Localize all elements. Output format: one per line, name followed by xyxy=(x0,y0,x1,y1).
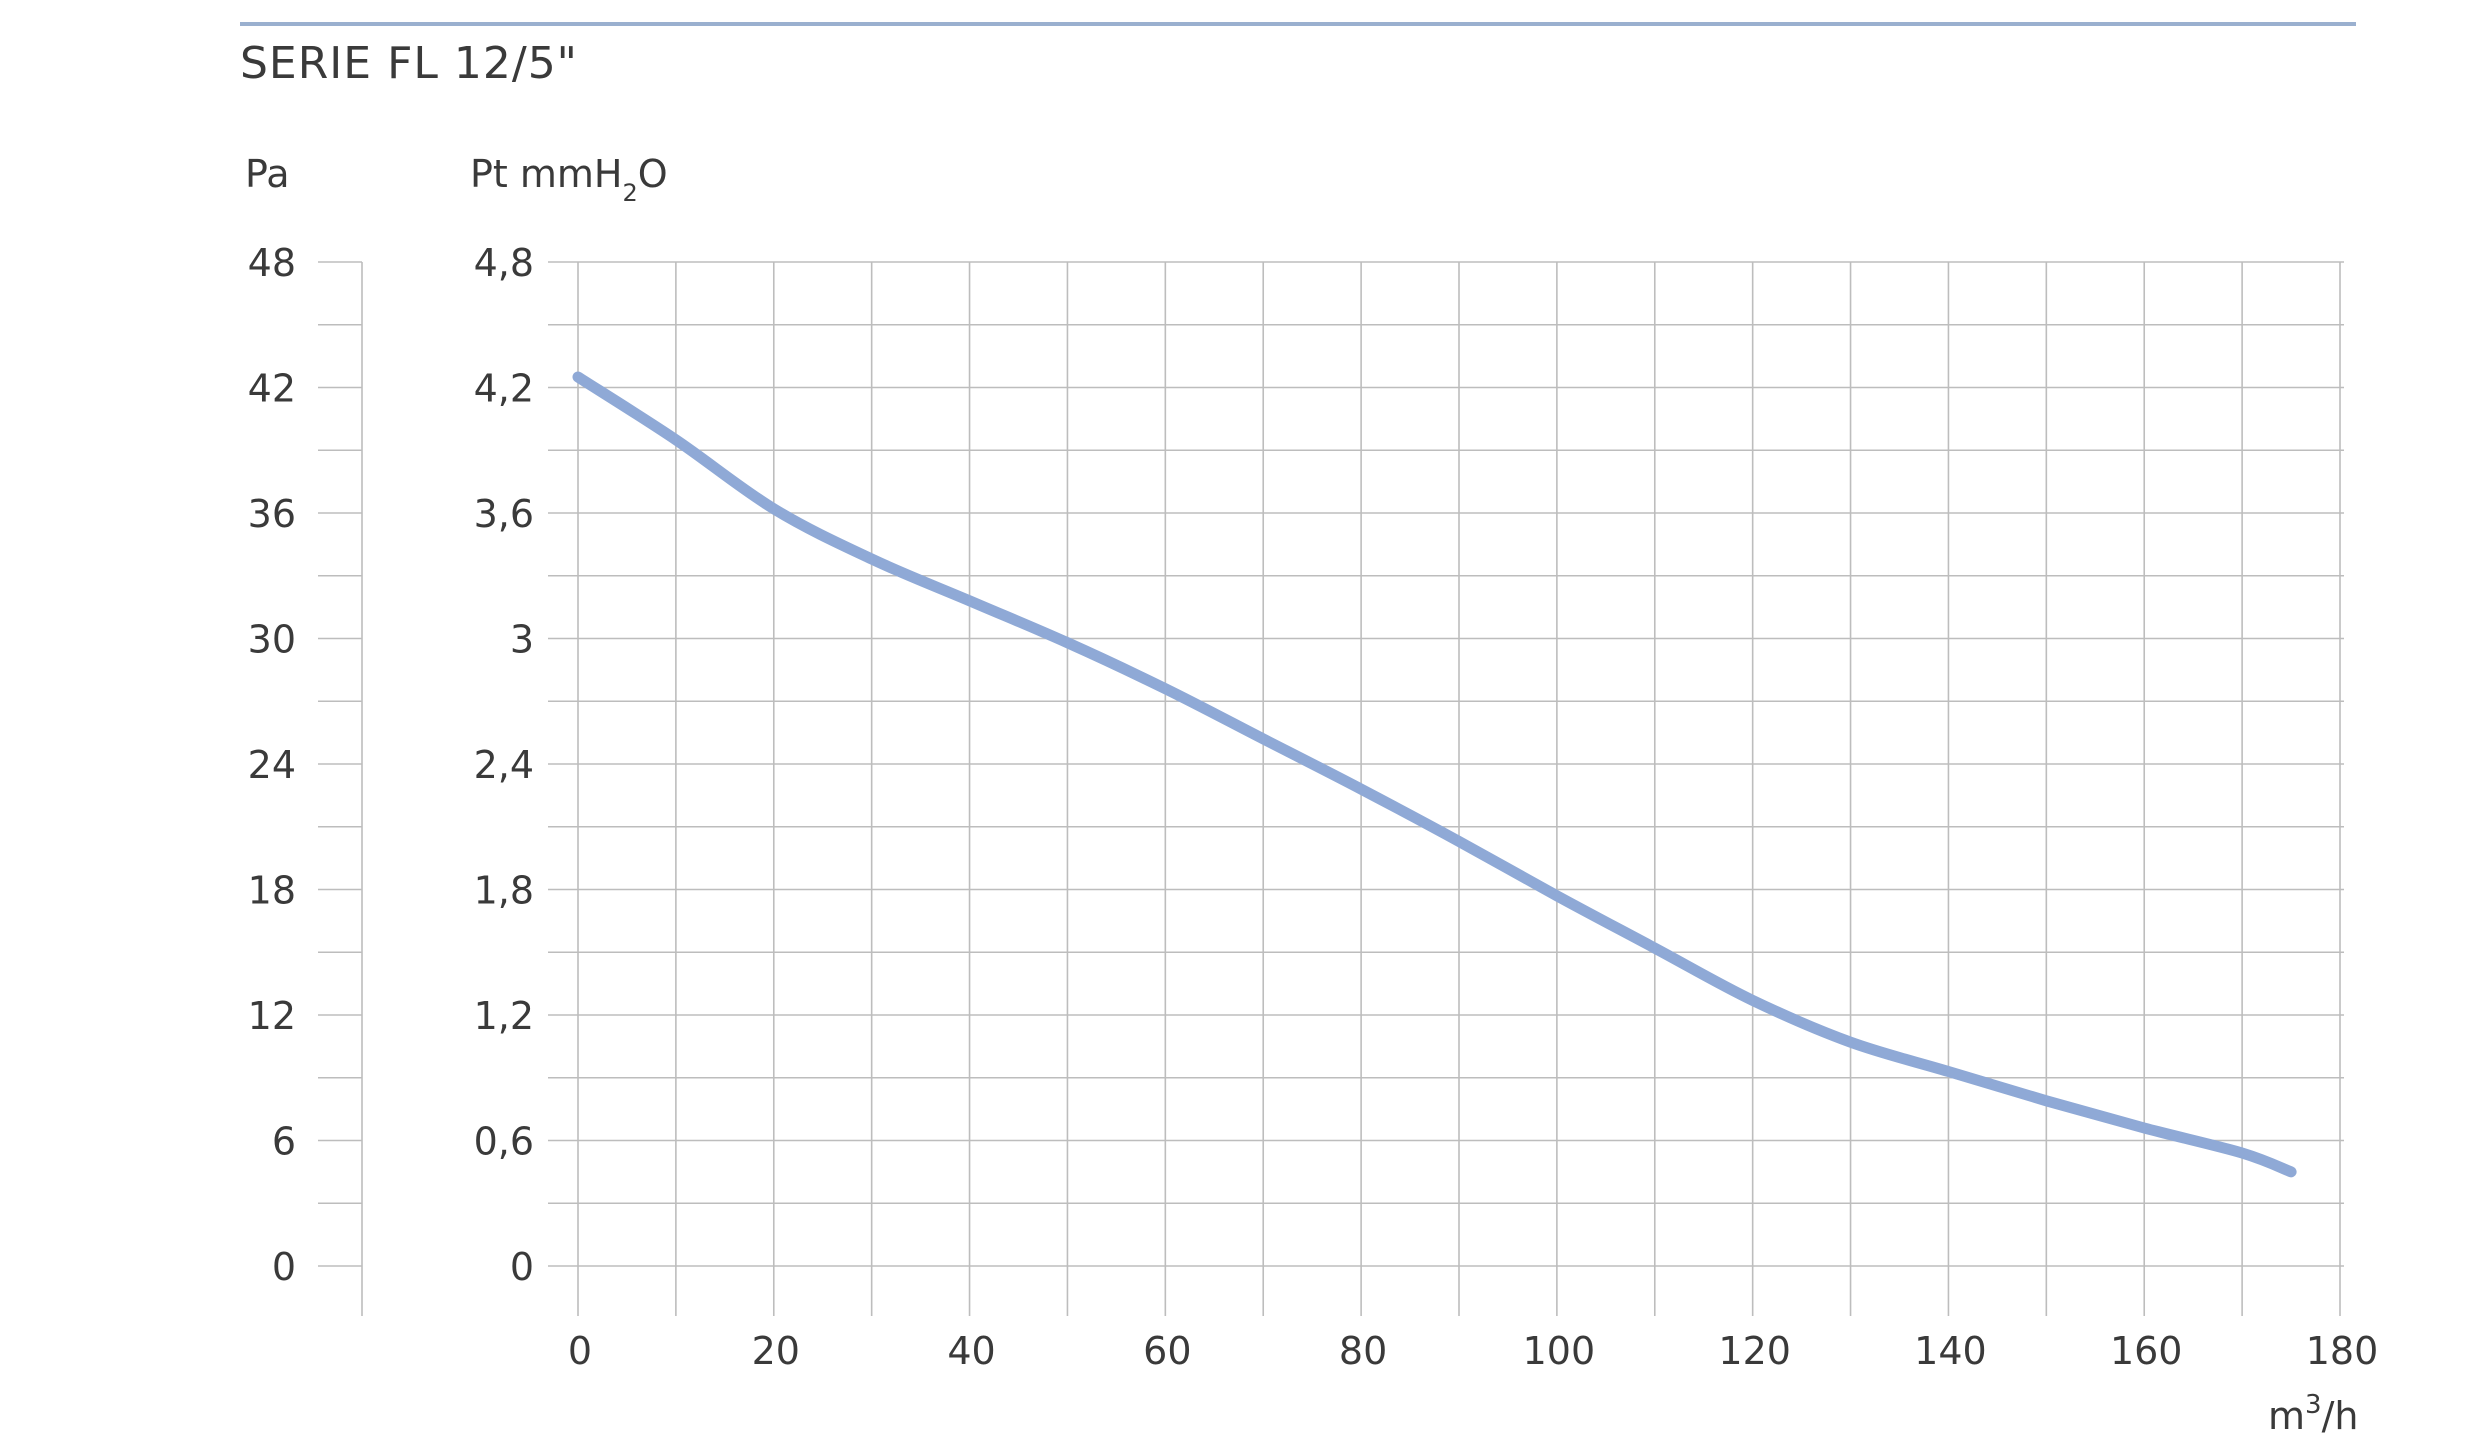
y-tick-label: 4,8 xyxy=(474,241,534,285)
y-tick-label: 3 xyxy=(510,618,534,662)
y2-tick-label: 12 xyxy=(248,994,296,1038)
y-tick-label: 1,2 xyxy=(474,994,534,1038)
pa-axis-unit: Pa xyxy=(245,152,290,196)
y2-tick-label: 6 xyxy=(272,1120,296,1164)
x-tick-label: 160 xyxy=(2110,1329,2183,1373)
y-tick-label: 1,8 xyxy=(474,869,534,913)
y2-tick-label: 18 xyxy=(248,869,296,913)
y-tick-label: 4,2 xyxy=(474,367,534,411)
grid-layer xyxy=(318,261,2344,1316)
y-tick-label: 0,6 xyxy=(474,1120,534,1164)
y2-tick-label: 0 xyxy=(272,1245,296,1289)
y2-tick-label: 42 xyxy=(248,367,296,411)
curve-layer xyxy=(572,371,2297,1178)
axis-layer: 0 0,6 1,2 1,8 2,4 3 3,6 4,2 4,8 0 6 12 18 24 30 36 42 48 0… xyxy=(248,241,2379,1373)
performance-curve xyxy=(572,371,2297,1178)
x-tick-label: 80 xyxy=(1339,1329,1387,1373)
y2-tick-label: 30 xyxy=(248,618,296,662)
pt-axis-unit: Pt mmH2O xyxy=(470,152,668,207)
x-tick-label: 40 xyxy=(947,1329,995,1373)
chart-title: SERIE FL 12/5" xyxy=(240,38,578,89)
y2-tick-label: 48 xyxy=(248,241,296,285)
x-tick-label: 120 xyxy=(1718,1329,1791,1373)
y-tick-label: 3,6 xyxy=(474,492,534,536)
pt-unit-suffix: O xyxy=(637,152,668,196)
pt-unit-prefix: Pt mmH xyxy=(470,152,623,196)
pt-unit-subscript: 2 xyxy=(622,179,638,207)
x-tick-label: 20 xyxy=(752,1329,800,1373)
top-rule xyxy=(240,22,2356,26)
y-tick-label: 0 xyxy=(510,1245,534,1289)
flow-unit-superscript: 3 xyxy=(2305,1390,2322,1420)
y2-tick-label: 24 xyxy=(248,743,296,787)
x-tick-label: 0 xyxy=(568,1329,592,1373)
y2-tick-label: 36 xyxy=(248,492,296,536)
x-tick-label: 180 xyxy=(2306,1329,2379,1373)
x-tick-label: 60 xyxy=(1143,1329,1191,1373)
x-tick-label: 140 xyxy=(1914,1329,1987,1373)
x-tick-label: 100 xyxy=(1523,1329,1596,1373)
y-tick-label: 2,4 xyxy=(474,743,534,787)
